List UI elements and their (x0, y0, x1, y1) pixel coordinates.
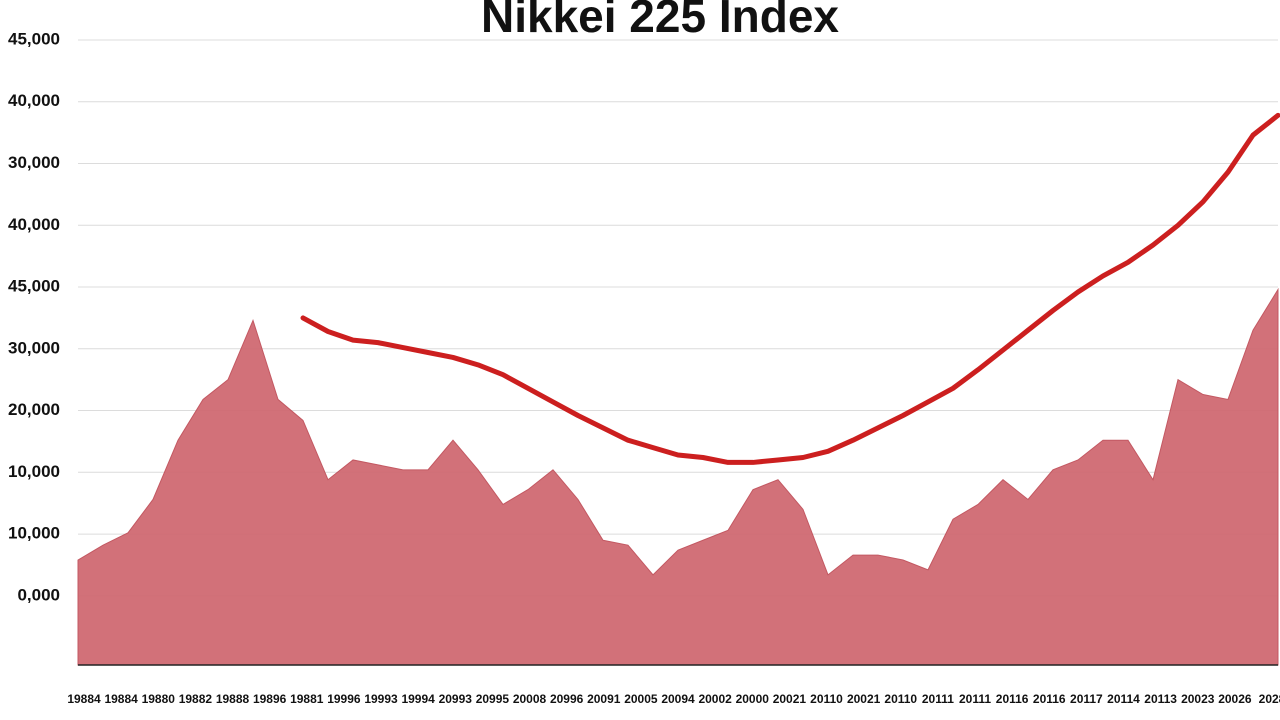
area (77, 287, 1279, 666)
x-tick-label: 20021 (773, 692, 807, 706)
x-tick-label: 19884 (67, 692, 101, 706)
x-tick-label: 20091 (587, 692, 621, 706)
x-tick-label: 19896 (253, 692, 287, 706)
x-tick-label: 19880 (142, 692, 176, 706)
x-tick-label: 20116 (996, 692, 1029, 706)
y-tick-label: 0,000 (17, 585, 60, 604)
y-tick-label: 30,000 (8, 338, 60, 357)
x-tick-label: 19996 (327, 692, 361, 706)
y-tick-label: 45,000 (8, 277, 60, 296)
x-tick-label: 20110 (810, 692, 843, 706)
x-tick-label: 19882 (179, 692, 213, 706)
y-tick-label: 30,000 (8, 153, 60, 172)
x-tick-label: 20996 (550, 692, 584, 706)
x-tick-label: 19888 (216, 692, 250, 706)
y-tick-label: 10,000 (8, 524, 60, 543)
x-tick-label: 20008 (513, 692, 547, 706)
chart-title: Nikkei 225 Index (481, 0, 839, 42)
x-tick-label: 20111 (959, 692, 991, 706)
x-tick-label: 20117 (1070, 692, 1103, 706)
x-tick-label: 20005 (624, 692, 658, 706)
x-tick-label: 20114 (1107, 692, 1140, 706)
x-tick-label: 20995 (476, 692, 510, 706)
x-tick-label: 20094 (661, 692, 695, 706)
x-tick-label: 20021 (847, 692, 881, 706)
y-tick-label: 20,000 (8, 400, 60, 419)
x-tick-label: 20993 (439, 692, 473, 706)
x-tick-label: 19994 (401, 692, 435, 706)
y-tick-label: 40,000 (8, 91, 60, 110)
y-tick-label: 45,000 (8, 29, 60, 48)
x-tick-label: 20113 (1144, 692, 1177, 706)
y-tick-label: 40,000 (8, 215, 60, 234)
x-tick-label: 19993 (364, 692, 398, 706)
y-tick-label: 10,000 (8, 462, 60, 481)
x-tick-label: 2028 (1259, 692, 1280, 706)
x-tick-label: 20023 (1181, 692, 1215, 706)
x-tick-label: 20116 (1033, 692, 1066, 706)
x-tick-label: 20026 (1218, 692, 1252, 706)
x-tick-label: 20000 (736, 692, 770, 706)
x-tick-label: 20110 (884, 692, 917, 706)
line (300, 112, 1280, 465)
x-tick-label: 20002 (698, 692, 732, 706)
x-tick-label: 19881 (290, 692, 324, 706)
x-tick-label: 19884 (104, 692, 138, 706)
x-tick-label: 20111 (922, 692, 954, 706)
